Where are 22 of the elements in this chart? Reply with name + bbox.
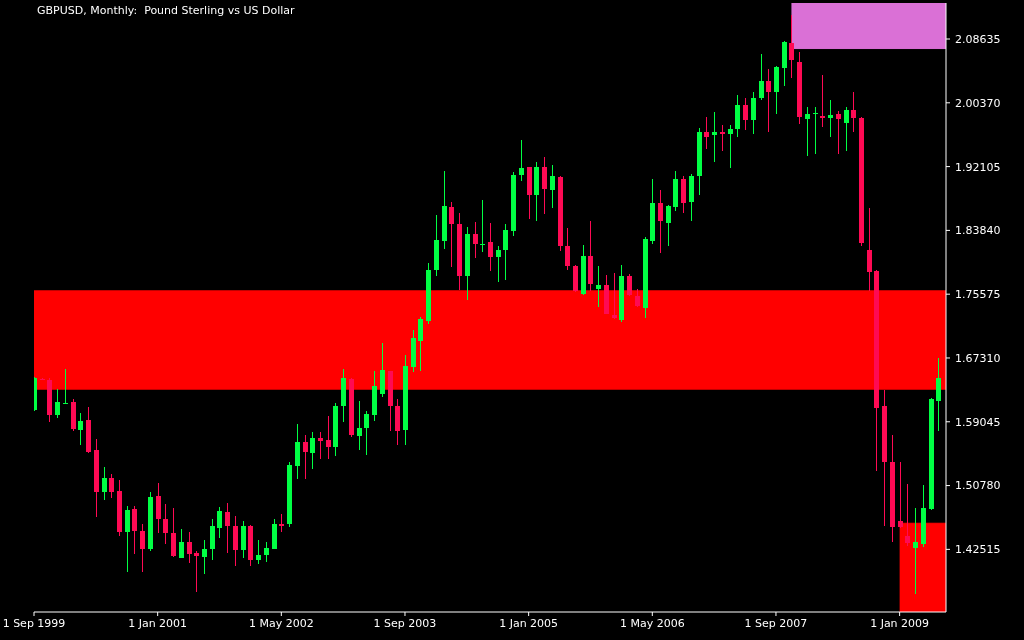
chart-title: GBPUSD, Monthly: Pound Sterling vs US Dollar bbox=[37, 4, 295, 17]
y-tick-label: 2.00370 bbox=[955, 96, 1001, 110]
x-tick-label: 1 Sep 2003 bbox=[373, 616, 437, 630]
x-tick-label: 1 Jan 2001 bbox=[128, 616, 188, 630]
candlestick bbox=[194, 551, 199, 592]
candlestick bbox=[612, 273, 617, 319]
y-tick-label: 1.50780 bbox=[955, 479, 1001, 493]
y-tick-label: 1.42515 bbox=[955, 543, 1001, 557]
y-tick-label: 1.75575 bbox=[955, 288, 1001, 302]
x-tick-label: 1 Sep 1999 bbox=[2, 616, 66, 630]
x-tick-label: 1 May 2002 bbox=[248, 616, 314, 630]
y-tick-label: 1.83840 bbox=[955, 224, 1001, 238]
y-tick-label: 1.67310 bbox=[955, 351, 1001, 365]
candlestick bbox=[898, 462, 903, 528]
candlestick bbox=[63, 369, 68, 404]
y-tick-label: 1.92105 bbox=[955, 160, 1001, 174]
x-tick-label: 1 Jan 2009 bbox=[870, 616, 930, 630]
y-tick-label: 1.59045 bbox=[955, 415, 1001, 429]
x-tick-label: 1 Jan 2005 bbox=[499, 616, 559, 630]
x-tick-label: 1 May 2006 bbox=[619, 616, 685, 630]
y-tick-label: 2.08635 bbox=[955, 32, 1001, 46]
x-tick-label: 1 Sep 2007 bbox=[744, 616, 808, 630]
